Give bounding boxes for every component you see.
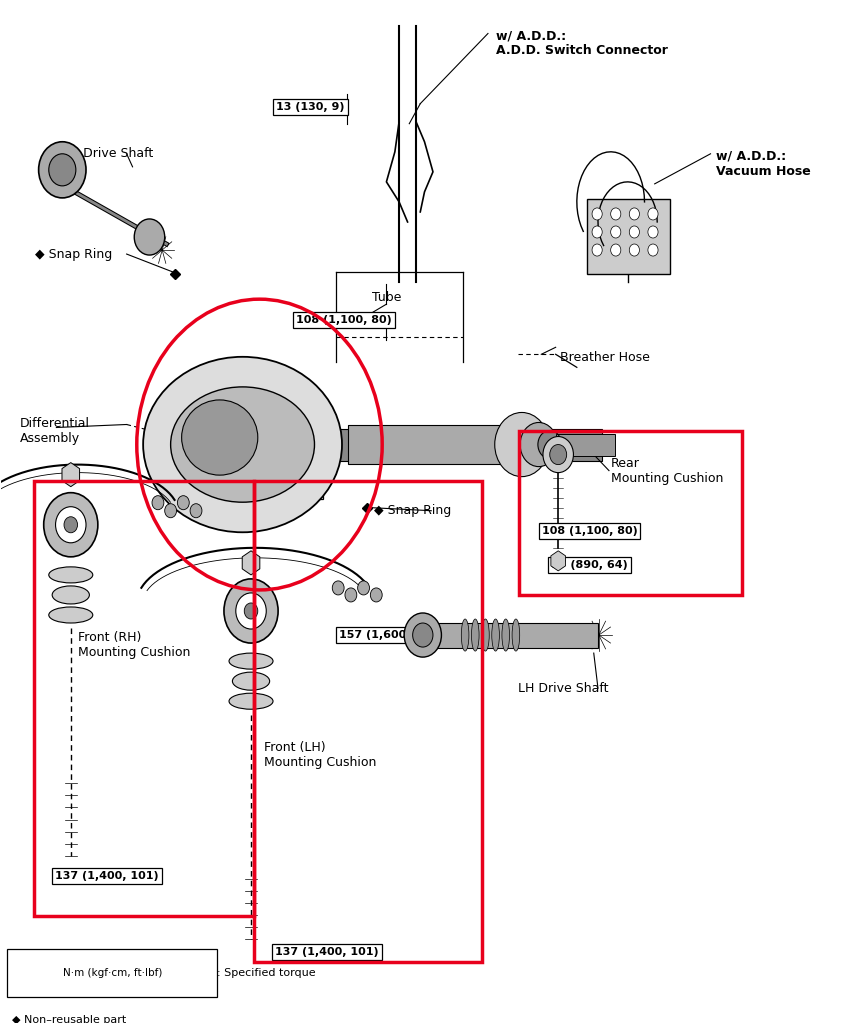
Circle shape — [495, 412, 549, 477]
Bar — [162, 429, 602, 460]
Bar — [420, 623, 598, 648]
Bar — [348, 426, 509, 463]
Text: : Specified torque: : Specified torque — [217, 968, 316, 978]
Circle shape — [177, 496, 189, 509]
Ellipse shape — [52, 586, 89, 604]
Circle shape — [55, 506, 86, 543]
Circle shape — [629, 226, 639, 238]
Circle shape — [332, 581, 344, 595]
Ellipse shape — [471, 619, 479, 651]
Circle shape — [152, 496, 164, 509]
Ellipse shape — [481, 619, 489, 651]
Circle shape — [345, 588, 357, 602]
Bar — [348, 426, 509, 463]
Ellipse shape — [492, 619, 499, 651]
Ellipse shape — [229, 653, 273, 669]
Circle shape — [592, 244, 602, 256]
Text: 87 (890, 64): 87 (890, 64) — [551, 560, 628, 570]
Circle shape — [538, 431, 561, 458]
FancyBboxPatch shape — [587, 198, 670, 274]
Text: 74 (750, 54): 74 (750, 54) — [475, 440, 552, 449]
Circle shape — [370, 588, 382, 602]
Text: RH Drive Shaft: RH Drive Shaft — [60, 147, 153, 161]
Text: Breather Hose: Breather Hose — [559, 351, 649, 364]
Text: 13 (130, 9): 13 (130, 9) — [276, 101, 345, 112]
Circle shape — [592, 226, 602, 238]
Circle shape — [648, 208, 658, 220]
Circle shape — [190, 503, 202, 518]
Ellipse shape — [512, 619, 520, 651]
Ellipse shape — [48, 567, 93, 583]
Text: N·m (kgf·cm, ft·lbf): N·m (kgf·cm, ft·lbf) — [63, 968, 162, 978]
Text: LH Drive Shaft: LH Drive Shaft — [518, 681, 608, 695]
Circle shape — [165, 503, 177, 518]
Circle shape — [357, 581, 369, 595]
Circle shape — [648, 244, 658, 256]
Circle shape — [610, 226, 621, 238]
Circle shape — [629, 208, 639, 220]
Circle shape — [648, 226, 658, 238]
Text: w/ A.D.D.:
A.D.D. Switch Connector: w/ A.D.D.: A.D.D. Switch Connector — [497, 30, 668, 57]
Text: 108 (1,100, 80): 108 (1,100, 80) — [542, 526, 638, 536]
Text: Differential
Assembly: Differential Assembly — [20, 416, 90, 445]
Circle shape — [43, 493, 98, 557]
Circle shape — [413, 623, 433, 648]
Circle shape — [48, 153, 76, 186]
Circle shape — [64, 517, 77, 533]
Text: Rear
Mounting Cushion: Rear Mounting Cushion — [610, 456, 723, 485]
Circle shape — [520, 422, 557, 466]
Text: 157 (1,600, 116): 157 (1,600, 116) — [339, 630, 442, 640]
Bar — [555, 434, 615, 455]
Bar — [555, 434, 615, 455]
Bar — [162, 429, 602, 460]
Circle shape — [224, 579, 278, 643]
Text: 157 (1,600, 116): 157 (1,600, 116) — [216, 486, 320, 496]
Circle shape — [245, 603, 258, 619]
Text: Front (RH)
Mounting Cushion: Front (RH) Mounting Cushion — [77, 631, 190, 659]
Circle shape — [134, 219, 165, 255]
Circle shape — [610, 208, 621, 220]
Text: w/ A.D.D.:
Vacuum Hose: w/ A.D.D.: Vacuum Hose — [717, 149, 811, 178]
Text: Tube: Tube — [372, 291, 401, 304]
Ellipse shape — [48, 607, 93, 623]
Ellipse shape — [502, 619, 509, 651]
Text: ◆ Snap Ring: ◆ Snap Ring — [374, 504, 451, 518]
Ellipse shape — [171, 387, 314, 502]
Circle shape — [38, 142, 86, 197]
Text: 137 (1,400, 101): 137 (1,400, 101) — [55, 871, 159, 881]
Ellipse shape — [182, 400, 258, 475]
Circle shape — [610, 244, 621, 256]
Circle shape — [592, 208, 602, 220]
Text: ◆ Non–reusable part: ◆ Non–reusable part — [12, 1015, 126, 1023]
Circle shape — [236, 593, 267, 629]
Bar — [420, 623, 598, 648]
Circle shape — [404, 613, 441, 657]
Circle shape — [543, 437, 573, 473]
Text: ◆ Snap Ring: ◆ Snap Ring — [36, 248, 112, 261]
Ellipse shape — [233, 672, 270, 691]
Text: 137 (1,400, 101): 137 (1,400, 101) — [275, 947, 379, 957]
Text: Front (LH)
Mounting Cushion: Front (LH) Mounting Cushion — [264, 742, 376, 769]
Ellipse shape — [461, 619, 469, 651]
Ellipse shape — [143, 357, 342, 532]
Circle shape — [550, 445, 566, 464]
Ellipse shape — [229, 694, 273, 709]
Circle shape — [629, 244, 639, 256]
Text: 108 (1,100, 80): 108 (1,100, 80) — [296, 315, 392, 325]
